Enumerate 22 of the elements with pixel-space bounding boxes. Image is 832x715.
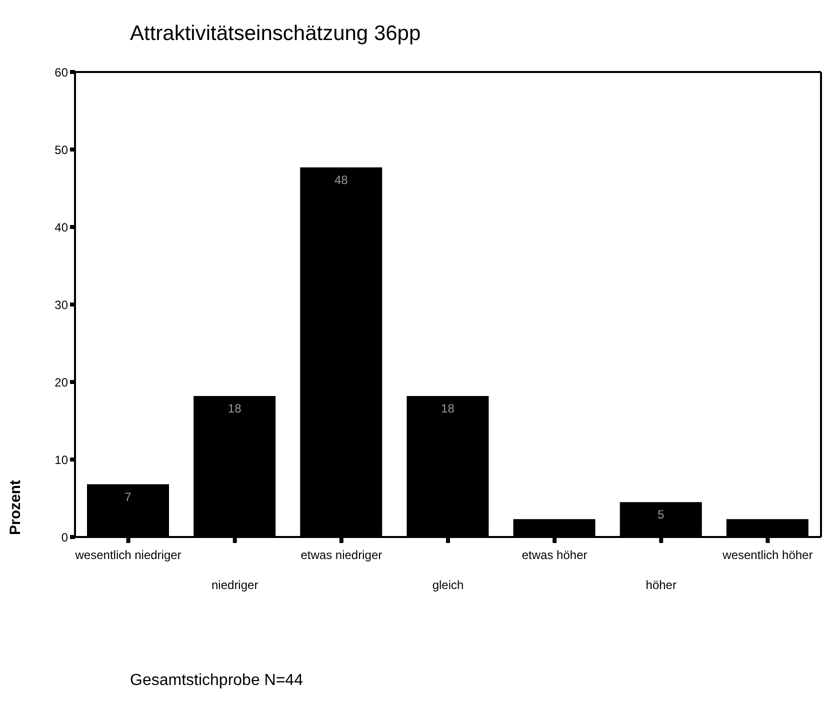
y-tick-label: 30: [54, 298, 68, 312]
text: Gesamtstichprobe N=44: [130, 672, 303, 690]
x-tick-label: wesentlich höher: [722, 548, 813, 562]
data-label: 7: [124, 490, 132, 504]
y-tick-label: 0: [61, 530, 68, 544]
data-label: 18: [441, 401, 455, 416]
y-tick-label: 20: [54, 375, 68, 390]
x-tick-label: etwas niedriger: [300, 548, 382, 562]
data-label: 18: [228, 401, 242, 416]
y-tick-label: 40: [54, 220, 68, 234]
y-axis-title: Prozent: [7, 480, 24, 535]
y-tick-label: 60: [54, 65, 68, 80]
chart-title: Attraktivitätseinschätzung 36pp: [130, 22, 421, 46]
x-tick-label: niedriger: [212, 578, 258, 592]
x-tick-label: etwas höher: [522, 548, 588, 562]
x-tick-label: wesentlich niedriger: [74, 548, 182, 562]
y-tick-label: 10: [54, 452, 68, 467]
y-tick-label: 50: [54, 142, 68, 157]
data-label: 5: [658, 508, 665, 522]
x-tick-label: gleich: [432, 578, 464, 592]
data-label: 48: [334, 172, 348, 187]
x-tick-label: höher: [646, 578, 676, 592]
